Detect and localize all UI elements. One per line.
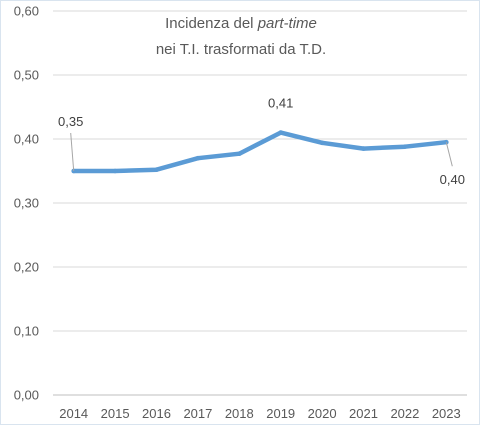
data-label: 0,40 <box>440 172 465 187</box>
y-axis-tick-labels: 0,60 0,50 0,40 0,30 0,20 0,10 0,00 <box>14 4 39 403</box>
x-tick-label: 2016 <box>142 406 171 421</box>
chart-title-line1: Incidenza del part-time <box>165 15 317 32</box>
x-tick-label: 2021 <box>349 406 378 421</box>
data-point <box>112 168 118 174</box>
y-tick-label: 0,00 <box>14 388 39 403</box>
x-tick-label: 2023 <box>432 406 461 421</box>
x-tick-label: 2019 <box>266 406 295 421</box>
series-line <box>71 130 449 174</box>
x-tick-label: 2020 <box>308 406 337 421</box>
data-point <box>278 130 284 135</box>
data-label: 0,35 <box>58 114 83 129</box>
y-tick-label: 0,10 <box>14 324 39 339</box>
gridlines <box>53 10 467 396</box>
data-point <box>237 151 242 157</box>
data-point <box>361 146 366 151</box>
data-labels: 0,35 0,41 0,40 <box>58 96 465 188</box>
y-tick-label: 0,50 <box>14 68 39 83</box>
y-tick-label: 0,20 <box>14 260 39 275</box>
series-layer <box>71 130 449 174</box>
x-tick-label: 2017 <box>183 406 212 421</box>
x-tick-label: 2014 <box>59 406 88 421</box>
data-point <box>195 155 201 161</box>
y-tick-label: 0,60 <box>14 4 39 19</box>
data-point <box>154 167 159 173</box>
x-tick-label: 2022 <box>390 406 419 421</box>
data-point <box>319 140 325 146</box>
data-label: 0,41 <box>268 96 293 111</box>
data-point <box>402 144 408 149</box>
label-leader-line <box>70 132 75 172</box>
label-leader-line <box>445 142 453 167</box>
x-tick-label: 2018 <box>225 406 254 421</box>
x-tick-label: 2015 <box>101 406 130 421</box>
chart-title-line2: nei T.I. trasformati da T.D. <box>156 41 326 58</box>
x-axis-tick-labels: 2014 2015 2016 2017 2018 2019 2020 2021 2022 2023 <box>59 406 461 421</box>
y-tick-label: 0,30 <box>14 196 39 211</box>
y-tick-label: 0,40 <box>14 132 39 147</box>
